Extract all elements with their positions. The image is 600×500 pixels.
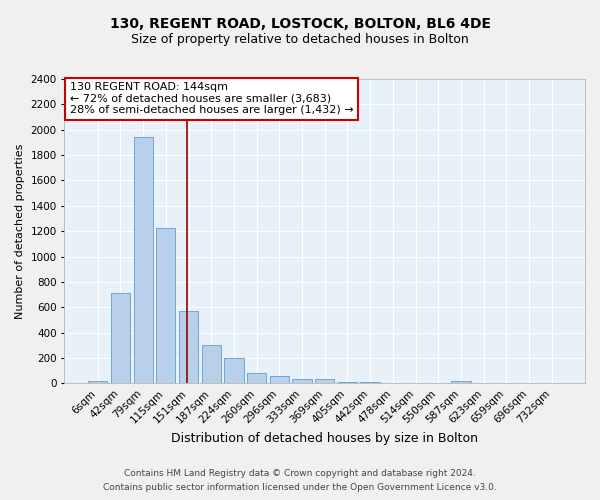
- Bar: [451, 382, 470, 384]
- Bar: [202, 344, 221, 384]
- Text: 130, REGENT ROAD, LOSTOCK, BOLTON, BL6 4DE: 130, REGENT ROAD, LOSTOCK, BOLTON, BL6 4…: [110, 18, 491, 32]
- Text: Contains public sector information licensed under the Open Government Licence v3: Contains public sector information licen…: [103, 484, 497, 492]
- Bar: [156, 228, 175, 384]
- Text: Contains HM Land Registry data © Crown copyright and database right 2024.: Contains HM Land Registry data © Crown c…: [124, 468, 476, 477]
- Bar: [361, 382, 380, 384]
- Text: 130 REGENT ROAD: 144sqm
← 72% of detached houses are smaller (3,683)
28% of semi: 130 REGENT ROAD: 144sqm ← 72% of detache…: [70, 82, 353, 115]
- Bar: [269, 376, 289, 384]
- X-axis label: Distribution of detached houses by size in Bolton: Distribution of detached houses by size …: [171, 432, 478, 445]
- Bar: [520, 382, 539, 384]
- Bar: [111, 294, 130, 384]
- Bar: [88, 382, 107, 384]
- Bar: [474, 382, 493, 384]
- Bar: [315, 379, 334, 384]
- Bar: [428, 382, 448, 384]
- Bar: [292, 379, 311, 384]
- Bar: [497, 382, 516, 384]
- Bar: [406, 382, 425, 384]
- Bar: [134, 138, 153, 384]
- Bar: [224, 358, 244, 384]
- Bar: [338, 382, 357, 384]
- Bar: [247, 373, 266, 384]
- Text: Size of property relative to detached houses in Bolton: Size of property relative to detached ho…: [131, 32, 469, 46]
- Bar: [179, 311, 198, 384]
- Bar: [383, 382, 403, 384]
- Y-axis label: Number of detached properties: Number of detached properties: [15, 144, 25, 319]
- Bar: [542, 382, 562, 384]
